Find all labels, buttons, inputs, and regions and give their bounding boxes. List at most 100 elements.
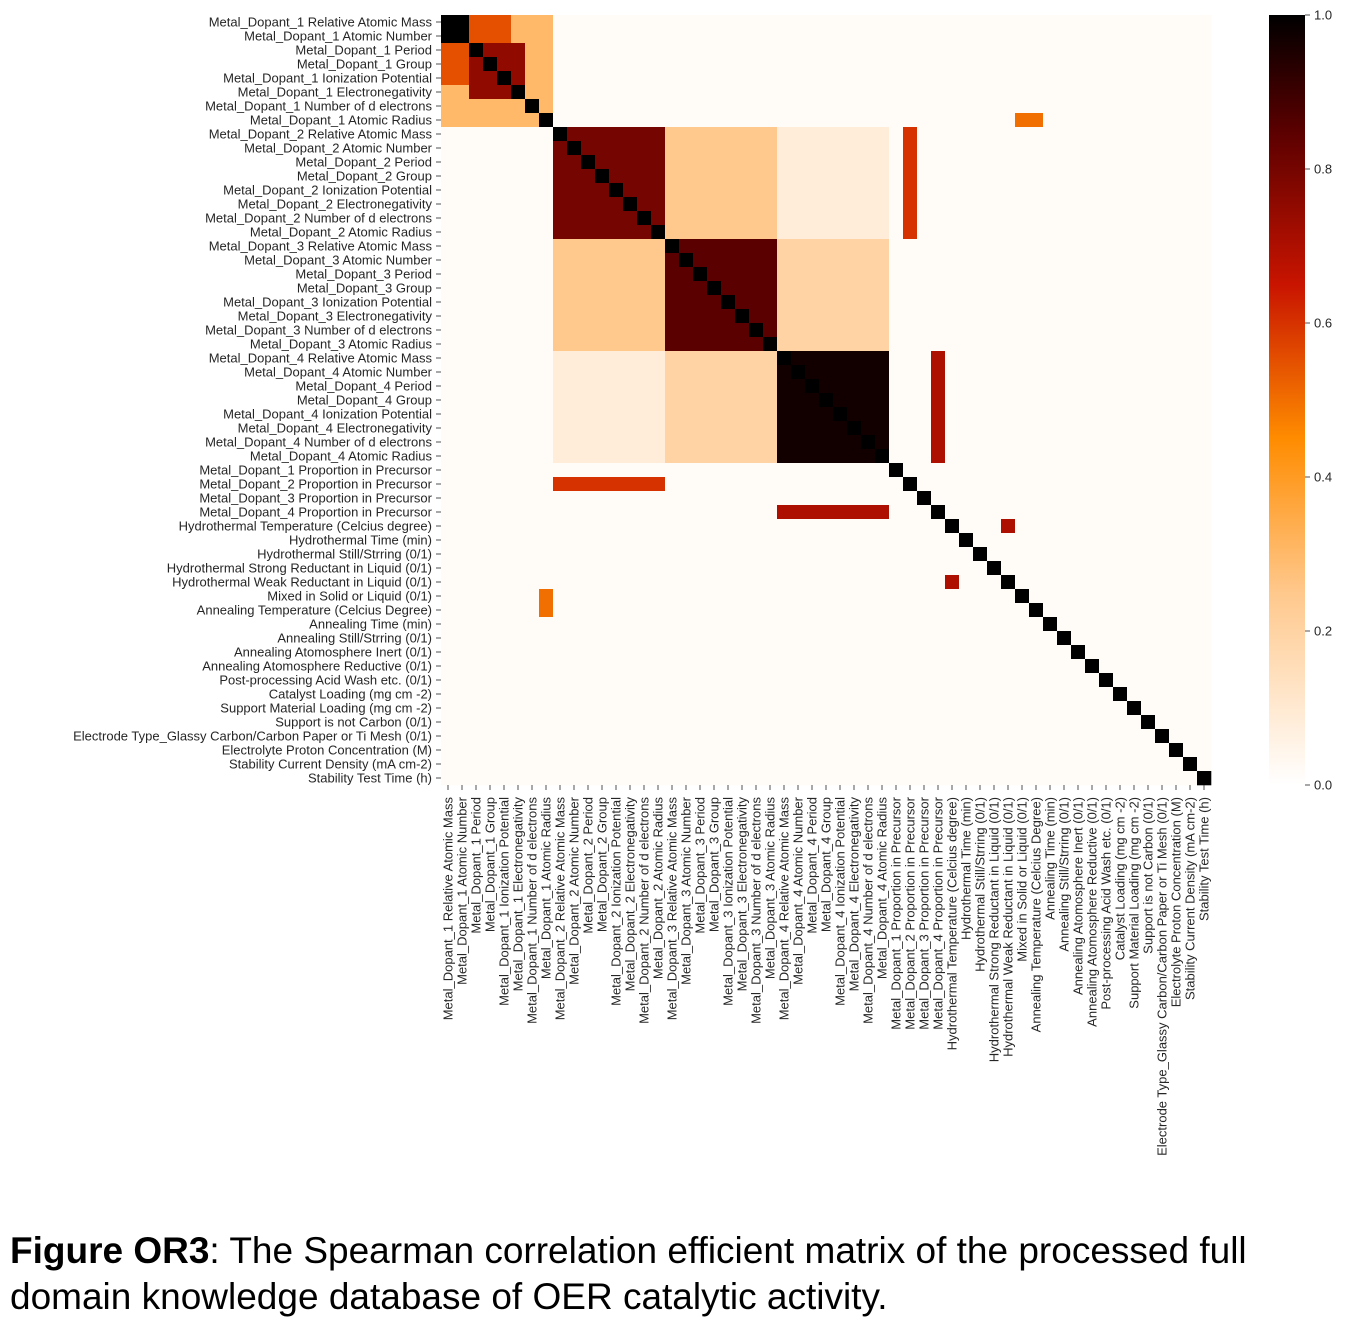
heatmap-cell — [567, 295, 582, 310]
heatmap-cell — [679, 337, 694, 352]
heatmap-cell — [721, 715, 736, 730]
heatmap-cell — [763, 309, 778, 324]
heatmap-cell — [483, 687, 498, 702]
heatmap-cell — [1099, 561, 1114, 576]
heatmap-cell — [889, 267, 904, 282]
heatmap-cell — [1043, 29, 1058, 44]
heatmap-cell — [441, 323, 456, 338]
heatmap-cell — [959, 659, 974, 674]
heatmap-cell — [1015, 43, 1030, 58]
heatmap-cell — [1127, 267, 1142, 282]
heatmap-cell — [679, 155, 694, 170]
heatmap-cell — [889, 323, 904, 338]
heatmap-cell — [511, 561, 526, 576]
heatmap-cell — [1183, 379, 1198, 394]
heatmap-cell — [931, 183, 946, 198]
heatmap-cell — [469, 547, 484, 562]
heatmap-cell — [1155, 757, 1170, 772]
heatmap-cell — [763, 757, 778, 772]
heatmap-cell — [875, 463, 890, 478]
heatmap-cell — [567, 687, 582, 702]
row-label: Metal_Dopant_4 Atomic Radius — [250, 449, 433, 464]
heatmap-cell — [945, 183, 960, 198]
heatmap-cell — [791, 575, 806, 590]
heatmap-cell — [483, 505, 498, 520]
heatmap-cell — [1155, 141, 1170, 156]
heatmap-cell — [581, 449, 596, 464]
heatmap-cell — [553, 617, 568, 632]
heatmap-cell — [1127, 687, 1142, 702]
heatmap-cell — [931, 673, 946, 688]
heatmap-cell — [1071, 211, 1086, 226]
heatmap-cell — [763, 505, 778, 520]
heatmap-cell — [875, 295, 890, 310]
column-label: Metal_Dopant_4 Electronegativity — [847, 797, 862, 992]
heatmap-cell — [483, 15, 498, 30]
heatmap-cell — [721, 701, 736, 716]
heatmap-cell — [651, 547, 666, 562]
heatmap-cell — [553, 435, 568, 450]
heatmap-cell — [1099, 715, 1114, 730]
heatmap-cell — [917, 323, 932, 338]
heatmap-cell — [665, 491, 680, 506]
heatmap-cell — [665, 617, 680, 632]
heatmap-cell — [637, 757, 652, 772]
heatmap-cell — [1155, 197, 1170, 212]
heatmap-cell — [791, 15, 806, 30]
heatmap-cell — [483, 715, 498, 730]
heatmap-cell — [1057, 645, 1072, 660]
heatmap-cell — [1015, 267, 1030, 282]
heatmap-cell — [539, 225, 554, 240]
heatmap-cell — [483, 99, 498, 114]
heatmap-cell — [497, 631, 512, 646]
heatmap-cell — [1015, 127, 1030, 142]
heatmap-cell — [1057, 211, 1072, 226]
heatmap-cell — [763, 85, 778, 100]
heatmap-cell — [1015, 141, 1030, 156]
heatmap-cell — [707, 631, 722, 646]
heatmap-cell — [987, 575, 1002, 590]
heatmap-cell — [1197, 337, 1212, 352]
heatmap-cell — [721, 477, 736, 492]
heatmap-cell — [1197, 491, 1212, 506]
heatmap-cell — [1001, 547, 1016, 562]
heatmap-cell — [441, 309, 456, 324]
heatmap-cell — [945, 603, 960, 618]
heatmap-cell — [707, 267, 722, 282]
heatmap-cell — [455, 239, 470, 254]
heatmap-cell — [791, 379, 806, 394]
heatmap-cell — [791, 253, 806, 268]
heatmap-cell — [1043, 309, 1058, 324]
heatmap-cell — [469, 533, 484, 548]
heatmap-cell — [483, 435, 498, 450]
heatmap-cell — [595, 659, 610, 674]
heatmap-cell — [861, 547, 876, 562]
heatmap-cell — [1099, 337, 1114, 352]
heatmap-cell — [483, 141, 498, 156]
heatmap-cell — [1071, 575, 1086, 590]
heatmap-cell — [693, 407, 708, 422]
heatmap-cell — [1141, 463, 1156, 478]
heatmap-cell — [1015, 575, 1030, 590]
heatmap-cell — [1197, 421, 1212, 436]
heatmap-cell — [903, 351, 918, 366]
heatmap-cell — [525, 351, 540, 366]
heatmap-cell — [1127, 771, 1142, 786]
heatmap-cell — [609, 295, 624, 310]
heatmap-cell — [847, 561, 862, 576]
heatmap-cell — [833, 323, 848, 338]
heatmap-cell — [1141, 729, 1156, 744]
heatmap-cell — [1113, 421, 1128, 436]
heatmap-cell — [819, 85, 834, 100]
heatmap-cell — [1113, 85, 1128, 100]
heatmap-cell — [889, 491, 904, 506]
heatmap-cell — [637, 281, 652, 296]
heatmap-cell — [707, 547, 722, 562]
heatmap-cell — [581, 99, 596, 114]
heatmap-cell — [959, 379, 974, 394]
heatmap-cell — [1071, 113, 1086, 128]
heatmap-cell — [693, 365, 708, 380]
heatmap-cell — [539, 547, 554, 562]
heatmap-cell — [1113, 687, 1128, 702]
heatmap-cell — [693, 561, 708, 576]
